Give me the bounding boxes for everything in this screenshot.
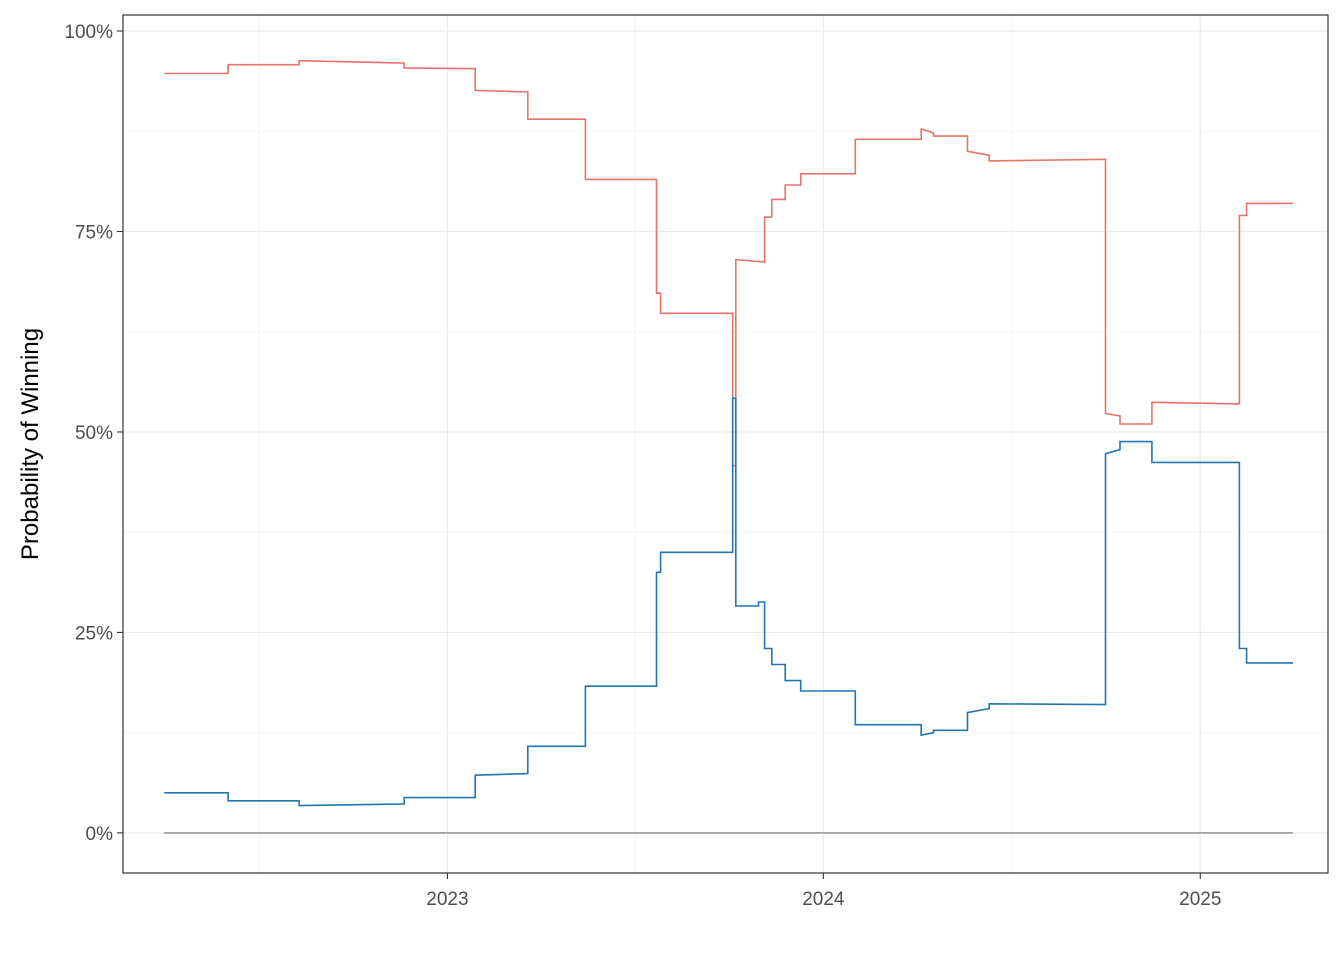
y-tick-label: 25% xyxy=(75,623,113,644)
y-tick-label: 50% xyxy=(75,423,113,444)
panel-background xyxy=(123,15,1328,873)
axes: 0% 25% 50% 75% 100% 2023 2024 2025 xyxy=(64,22,1221,910)
x-tick-label: 2023 xyxy=(426,889,468,910)
x-tick-label: 2025 xyxy=(1179,889,1221,910)
gridlines xyxy=(123,15,1328,873)
panel-border xyxy=(122,14,1329,874)
series-line-2 xyxy=(164,397,1293,807)
x-tick-label: 2024 xyxy=(802,889,845,910)
series-lines xyxy=(164,59,1293,834)
y-axis-title: Probability of Winning xyxy=(17,328,44,560)
y-tick-label: 100% xyxy=(64,22,113,43)
series-line-1 xyxy=(164,59,1293,467)
y-tick-label: 0% xyxy=(86,824,114,845)
y-tick-label: 75% xyxy=(75,223,113,244)
